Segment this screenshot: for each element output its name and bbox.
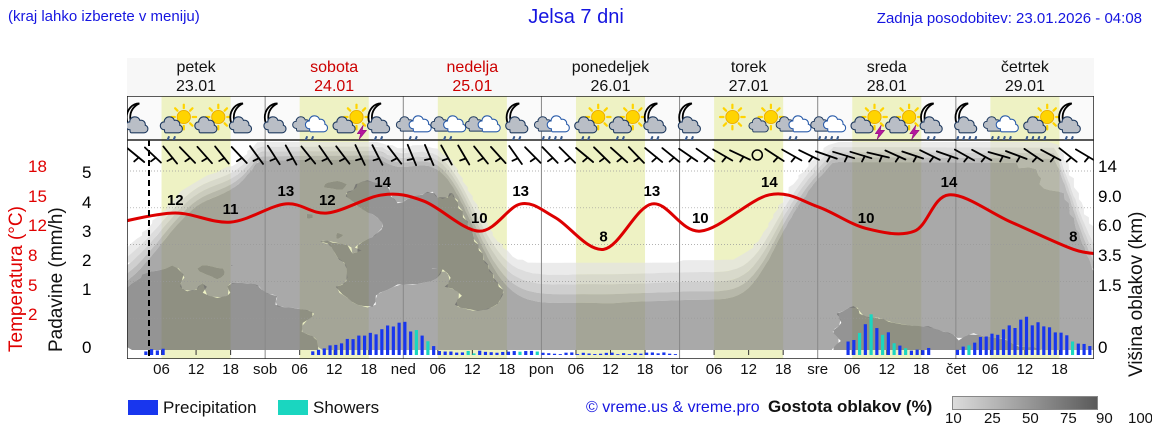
svg-text:12: 12 <box>167 192 184 209</box>
svg-text:10: 10 <box>692 210 709 227</box>
svg-text:14: 14 <box>941 174 958 191</box>
svg-text:10: 10 <box>858 210 875 227</box>
svg-text:12: 12 <box>319 192 336 209</box>
svg-text:8: 8 <box>1069 228 1077 245</box>
svg-text:8: 8 <box>599 228 607 245</box>
svg-text:14: 14 <box>761 174 778 191</box>
svg-text:13: 13 <box>512 183 529 200</box>
svg-text:13: 13 <box>278 183 295 200</box>
svg-text:10: 10 <box>471 210 488 227</box>
svg-text:13: 13 <box>644 183 661 200</box>
svg-text:11: 11 <box>223 201 239 218</box>
svg-text:14: 14 <box>374 174 391 191</box>
